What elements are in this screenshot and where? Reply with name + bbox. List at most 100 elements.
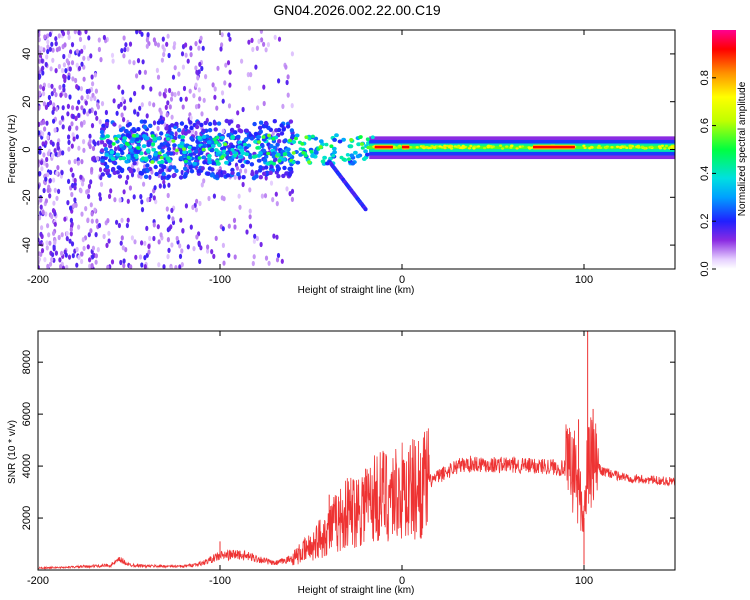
- heatmap-cell: [256, 105, 260, 111]
- heatmap-cell: [226, 60, 231, 66]
- heatmap-cell: [227, 158, 233, 163]
- heatmap-cell: [180, 51, 185, 57]
- heatmap-cell: [60, 170, 64, 176]
- heatmap-cell: [170, 114, 174, 120]
- heatmap-cell: [212, 121, 218, 126]
- heatmap-cell: [279, 131, 285, 136]
- heatmap-cell: [118, 127, 124, 133]
- heatmap-cell: [213, 94, 217, 100]
- heatmap-cell: [472, 147, 476, 150]
- heatmap-cell: [98, 196, 102, 202]
- heatmap-cell: [94, 232, 98, 238]
- heatmap-cell: [44, 176, 48, 182]
- snr-marks: [37, 331, 676, 570]
- heatmap-cell: [147, 249, 151, 255]
- heatmap-cell: [48, 178, 52, 184]
- heatmap-cell: [128, 185, 132, 191]
- heatmap-cell: [184, 96, 188, 102]
- heatmap-cell: [505, 145, 509, 148]
- heatmap-cell: [80, 105, 84, 111]
- heatmap-cell: [178, 175, 184, 180]
- heatmap-cell: [332, 137, 337, 142]
- heatmap-cell: [222, 149, 226, 154]
- heatmap-cell: [255, 45, 259, 52]
- heatmap-cell: [71, 114, 75, 120]
- spectrogram-x-tick-label: -200: [27, 274, 49, 286]
- heatmap-cell: [54, 92, 58, 98]
- heatmap-cell: [205, 171, 211, 176]
- heatmap-cell: [87, 35, 91, 41]
- heatmap-cell: [124, 247, 128, 253]
- heatmap-cell: [99, 57, 103, 63]
- heatmap-cell: [201, 147, 206, 152]
- heatmap-cell: [44, 140, 48, 146]
- heatmap-cell: [42, 101, 47, 107]
- heatmap-cell: [138, 69, 142, 75]
- heatmap-cell: [74, 202, 78, 208]
- spectrogram-y-tick-label: 20: [21, 96, 33, 108]
- heatmap-cell: [189, 169, 195, 174]
- heatmap-cell: [141, 59, 145, 65]
- heatmap-cell: [52, 177, 56, 183]
- heatmap-cell: [282, 152, 287, 157]
- heatmap-cell: [133, 153, 139, 158]
- heatmap-cell: [224, 160, 229, 165]
- heatmap-cell: [155, 67, 159, 73]
- heatmap-cell: [52, 200, 56, 206]
- heatmap-cell: [177, 90, 181, 96]
- heatmap-cell: [131, 133, 136, 138]
- heatmap-cell: [361, 157, 367, 161]
- heatmap-cell: [286, 74, 290, 80]
- snr-ticks: -200 -100 0 100 2000 4000 6000 8000: [21, 331, 675, 587]
- snr-frame: [37, 330, 676, 571]
- heatmap-cell: [128, 148, 134, 153]
- heatmap-cell: [174, 168, 179, 173]
- heatmap-cell: [90, 74, 94, 80]
- heatmap-cell: [271, 130, 275, 136]
- heatmap-cell: [207, 166, 213, 171]
- heatmap-cell: [61, 105, 65, 111]
- heatmap-cell: [156, 136, 162, 141]
- heatmap-cell: [132, 60, 136, 66]
- heatmap-cell: [164, 126, 169, 131]
- heatmap-cell: [285, 186, 289, 192]
- heatmap-cell: [89, 53, 93, 59]
- heatmap-cell: [221, 128, 225, 134]
- heatmap-cell: [88, 143, 92, 150]
- heatmap-cell: [42, 160, 47, 166]
- heatmap-cell: [74, 77, 78, 84]
- heatmap-cell: [57, 63, 62, 70]
- heatmap-cell: [183, 124, 189, 130]
- heatmap-cell: [77, 145, 81, 151]
- heatmap-cell: [145, 113, 149, 119]
- heatmap-cell: [108, 193, 112, 199]
- heatmap-cell: [197, 240, 201, 246]
- heatmap-cell: [262, 158, 268, 163]
- heatmap-cell: [124, 179, 129, 185]
- heatmap-cell: [61, 124, 65, 130]
- heatmap-cell: [145, 163, 150, 168]
- heatmap-cell: [68, 94, 72, 100]
- snr-panel: -200 -100 0 100 2000 4000 6000 8000 Height of s…: [7, 330, 676, 596]
- heatmap-cell: [197, 87, 201, 93]
- heatmap-cell: [104, 121, 110, 127]
- heatmap-cell: [181, 228, 185, 234]
- heatmap-cell: [162, 179, 166, 185]
- heatmap-cell: [55, 195, 59, 201]
- heatmap-cell: [213, 86, 217, 92]
- heatmap-cell: [188, 165, 193, 170]
- heatmap-cell: [143, 174, 149, 179]
- spectrogram-x-tick-label: -100: [209, 274, 231, 286]
- heatmap-cell: [39, 46, 44, 52]
- heatmap-cell: [216, 121, 222, 126]
- heatmap-cell: [167, 214, 171, 220]
- heatmap-cell: [201, 155, 207, 160]
- heatmap-cell: [48, 46, 53, 52]
- heatmap-cell: [212, 193, 216, 199]
- heatmap-cell: [281, 127, 286, 132]
- heatmap-cell: [254, 170, 259, 175]
- heatmap-cell: [67, 159, 71, 165]
- heatmap-cell: [590, 146, 594, 149]
- heatmap-cell: [227, 103, 232, 109]
- heatmap-cell: [77, 224, 81, 230]
